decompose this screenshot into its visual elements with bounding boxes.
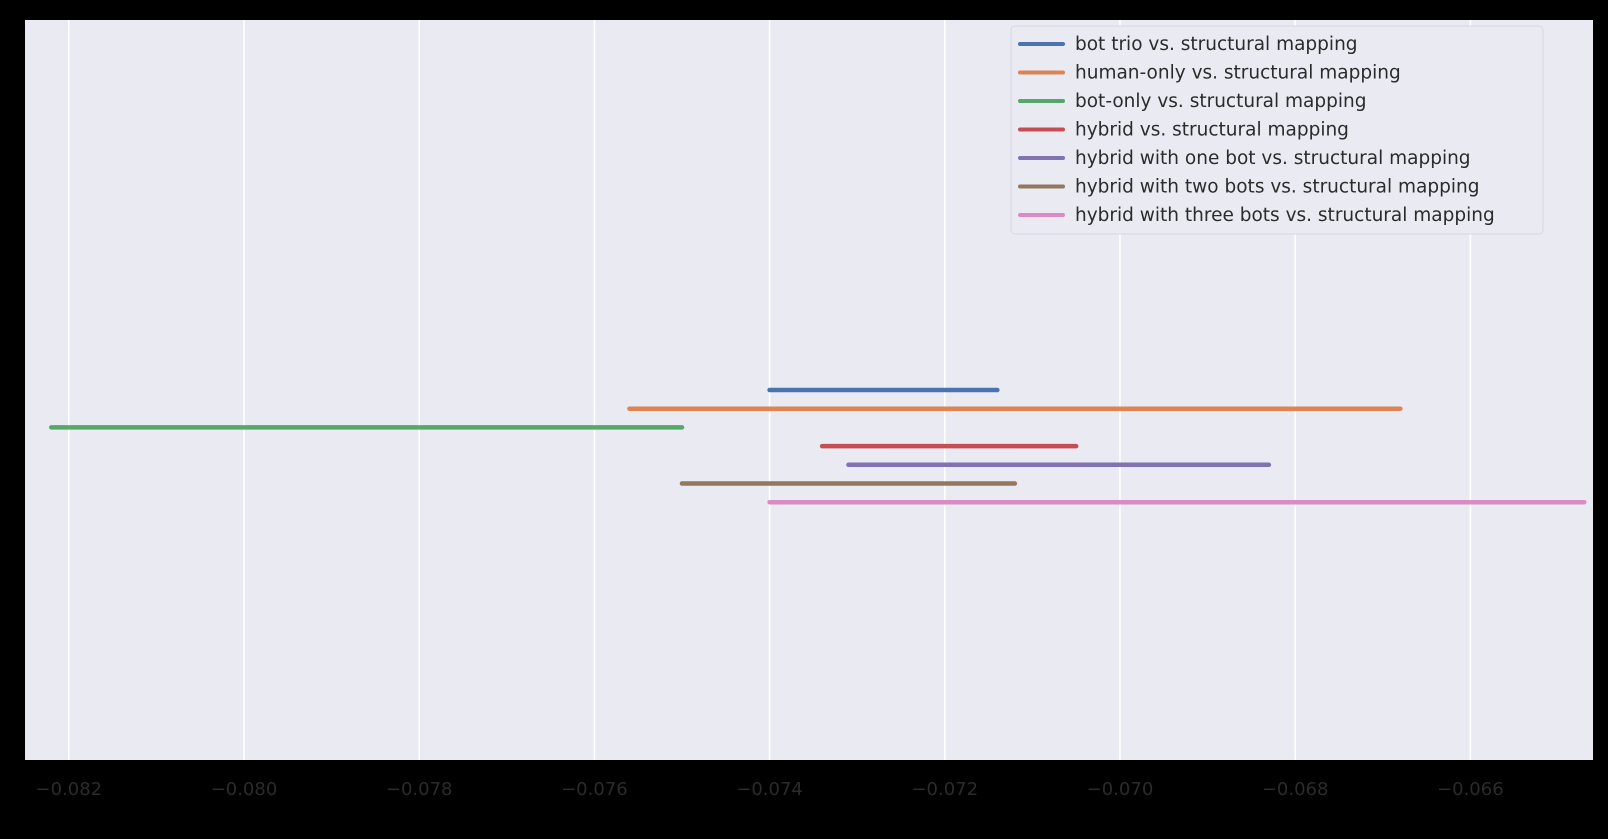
x-tick-label: −0.070 <box>1087 779 1154 800</box>
legend: bot trio vs. structural mapping human-onl… <box>1010 25 1544 235</box>
x-tick-label: −0.072 <box>911 779 978 800</box>
legend-label: bot-only vs. structural mapping <box>1075 91 1366 112</box>
legend-label: hybrid with two bots vs. structural mapp… <box>1075 177 1479 198</box>
interval-series <box>49 387 1587 505</box>
x-tick-label: −0.068 <box>1262 779 1329 800</box>
legend-label: hybrid with one bot vs. structural mappi… <box>1075 148 1471 169</box>
x-tick-label: −0.076 <box>561 779 628 800</box>
legend-label: bot trio vs. structural mapping <box>1075 34 1358 55</box>
x-tick-labels: −0.082 −0.080 −0.078 −0.076 −0.074 −0.072 −0.0… <box>35 779 1503 800</box>
legend-box <box>1010 25 1544 235</box>
legend-label: human-only vs. structural mapping <box>1075 63 1401 84</box>
legend-label: hybrid vs. structural mapping <box>1075 120 1349 141</box>
x-tick-label: −0.080 <box>211 779 278 800</box>
x-tick-label: −0.074 <box>736 779 803 800</box>
x-tick-label: −0.066 <box>1437 779 1504 800</box>
x-tick-label: −0.082 <box>35 779 102 800</box>
legend-label: hybrid with three bots vs. structural ma… <box>1075 205 1495 226</box>
x-tick-label: −0.078 <box>386 779 453 800</box>
